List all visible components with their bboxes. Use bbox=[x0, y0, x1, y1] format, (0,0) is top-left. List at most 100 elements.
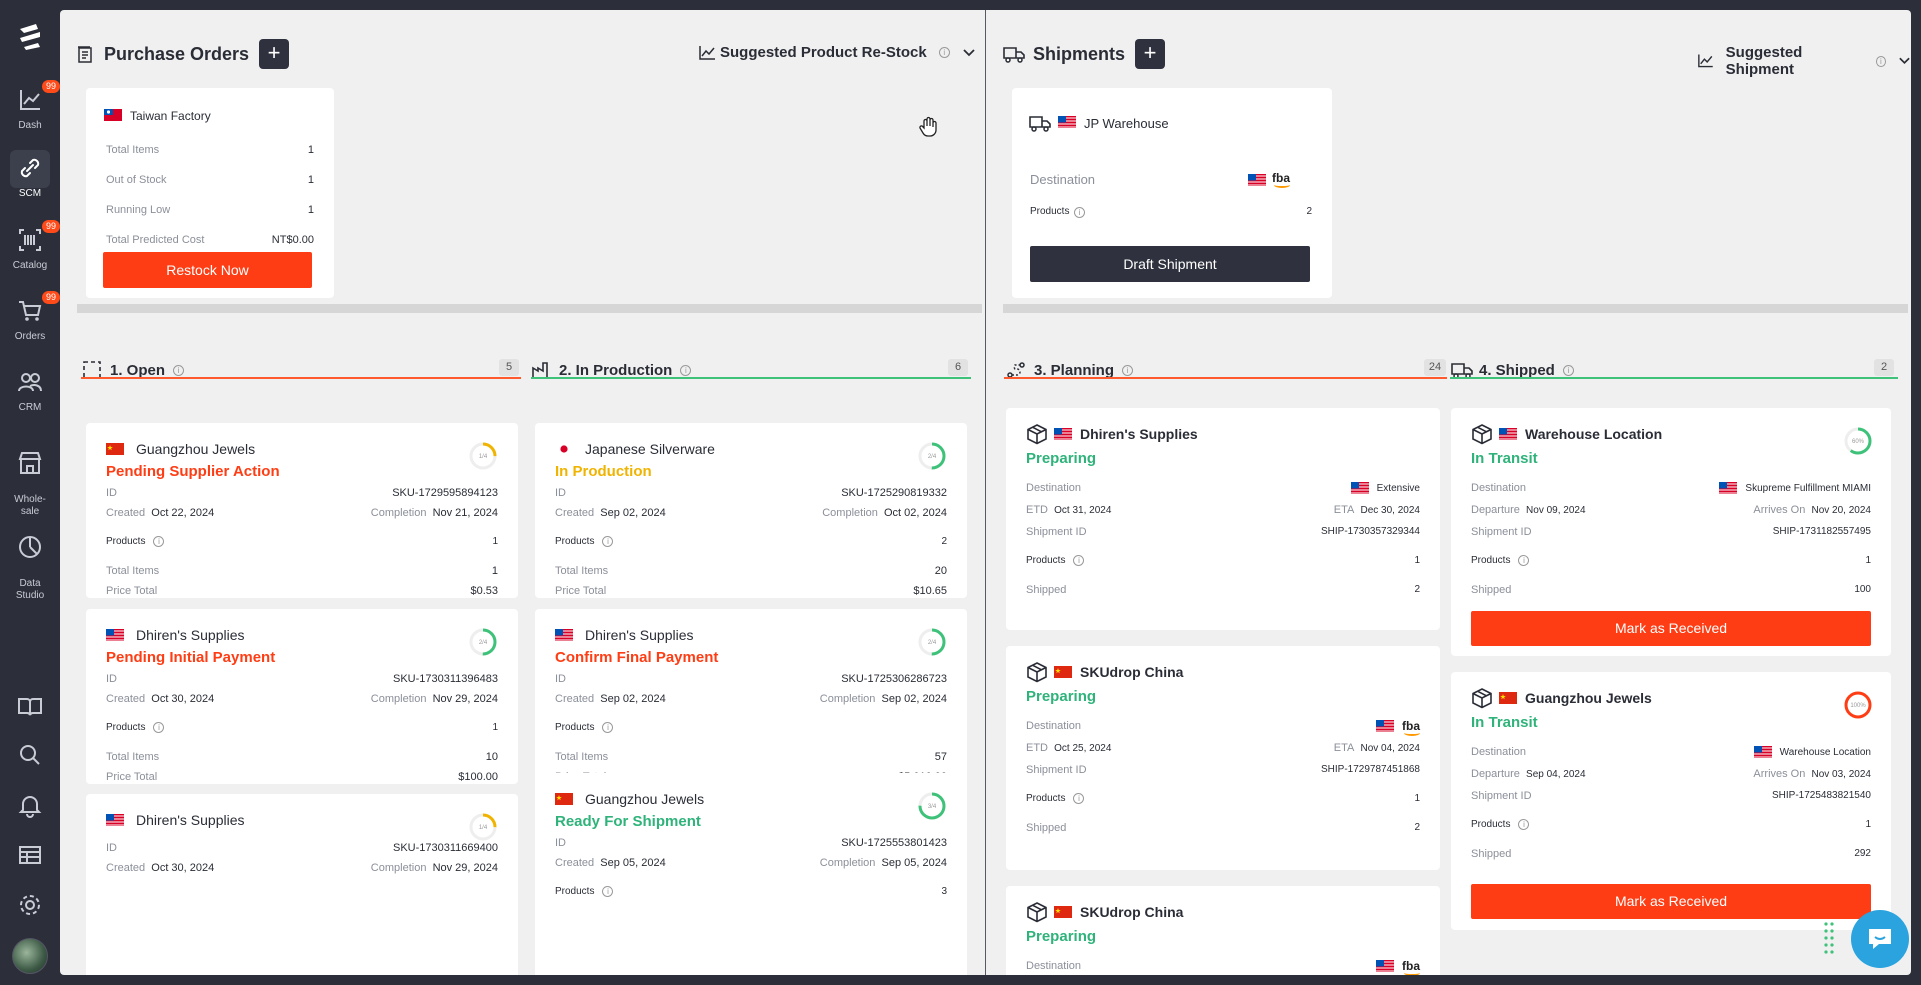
completion-date: Sep 02, 2024 bbox=[881, 693, 947, 705]
column-title: 3. Planning bbox=[1034, 361, 1115, 379]
shipment-card[interactable]: Guangzhou Jewels In Transit 100% Destinatio… bbox=[1451, 672, 1891, 930]
column-header-shipped: 4. Shipped i bbox=[1451, 352, 1574, 388]
add-shipment-button[interactable]: + bbox=[1135, 39, 1166, 69]
sidebar-item-data-studio[interactable]: Data Studio bbox=[0, 518, 60, 613]
destination-label: Destination bbox=[1026, 960, 1082, 972]
suggested-shipment-label: Suggested Shipment bbox=[1725, 44, 1803, 78]
products-row: Products i 1 bbox=[1006, 555, 1440, 566]
id-row: ID SKU-1725306286723 bbox=[535, 673, 967, 685]
svg-text:2/4: 2/4 bbox=[479, 640, 488, 646]
restock-now-button[interactable]: Restock Now bbox=[103, 252, 312, 288]
line-chart-icon bbox=[699, 45, 715, 60]
destination-label: Destination bbox=[1026, 720, 1082, 732]
info-icon[interactable]: i bbox=[602, 536, 614, 547]
info-icon[interactable]: i bbox=[153, 722, 165, 733]
order-status: Pending Supplier Action bbox=[106, 463, 280, 480]
info-icon[interactable]: i bbox=[938, 47, 950, 58]
row-label: Running Low bbox=[106, 204, 171, 216]
dates-row: Created Sep 05, 2024 Completion Sep 05, 2… bbox=[535, 857, 967, 869]
purchase-order-card[interactable]: Dhiren's Supplies 1/4 ID SKU-1730311669400 C… bbox=[86, 794, 518, 975]
price-total: $100.00 bbox=[458, 771, 498, 783]
info-icon[interactable]: i bbox=[1073, 793, 1085, 804]
order-status: Ready For Shipment bbox=[555, 813, 701, 830]
table-icon[interactable] bbox=[16, 841, 44, 869]
created-date: Sep 02, 2024 bbox=[600, 693, 666, 705]
app-logo[interactable] bbox=[14, 20, 46, 52]
shipment-id-row: Shipment ID SHIP-1729787451868 bbox=[1006, 764, 1440, 776]
book-icon[interactable] bbox=[16, 692, 44, 720]
chat-button[interactable] bbox=[1851, 910, 1909, 968]
sidebar-item-orders[interactable]: 99 Orders bbox=[0, 291, 61, 343]
hand-cursor-icon bbox=[919, 116, 937, 137]
search-icon[interactable] bbox=[16, 741, 44, 769]
info-icon[interactable]: i bbox=[1562, 364, 1574, 376]
column-header-open: 1. Open i bbox=[82, 352, 185, 388]
products-count: 1 bbox=[492, 536, 498, 547]
purchase-order-card[interactable]: Japanese Silverware 2/4 In Production ID SKU… bbox=[535, 423, 967, 598]
order-id: SKU-1725553801423 bbox=[841, 837, 947, 849]
shipment-card[interactable]: SKUdrop China Preparing Destination fba bbox=[1006, 886, 1440, 975]
sidebar-item-catalog[interactable]: 99 Catalog bbox=[0, 220, 61, 272]
price-total-row: Price Total $10.65 bbox=[535, 585, 967, 597]
orders-badge: 99 bbox=[42, 291, 61, 304]
fba-logo: fba bbox=[1402, 719, 1420, 736]
shipment-card[interactable]: Dhiren's Supplies Preparing Destination Ext… bbox=[1006, 408, 1440, 630]
info-icon[interactable]: i bbox=[1875, 55, 1887, 67]
info-icon[interactable]: i bbox=[1122, 364, 1134, 376]
suggested-shipment-dropdown[interactable]: Suggested Shipment i bbox=[1697, 44, 1911, 78]
shipment-status: Preparing bbox=[1026, 688, 1097, 705]
mark-as-received-button[interactable]: Mark as Received bbox=[1471, 884, 1871, 919]
created-date: Oct 22, 2024 bbox=[151, 507, 215, 519]
shipment-card[interactable]: Warehouse Location In Transit 60% Destinati… bbox=[1451, 408, 1891, 656]
info-icon[interactable]: i bbox=[680, 364, 692, 376]
info-icon[interactable]: i bbox=[173, 364, 185, 376]
add-purchase-order-button[interactable]: + bbox=[259, 39, 290, 69]
sidebar-item-crm[interactable]: CRM bbox=[0, 364, 60, 414]
sidebar: 99 Dash SCM 99 Catalog 99 Orders CRM Who… bbox=[0, 0, 61, 985]
date1-label: Departure bbox=[1471, 504, 1520, 516]
info-icon[interactable]: i bbox=[1074, 207, 1085, 218]
bell-icon[interactable] bbox=[16, 791, 44, 819]
shipment-id-row: Shipment ID SHIP-1730357329344 bbox=[1006, 526, 1440, 538]
purchase-order-card[interactable]: Guangzhou Jewels 1/4 Pending Supplier Acti… bbox=[86, 423, 518, 598]
avatar[interactable] bbox=[12, 938, 48, 974]
purchase-order-card[interactable]: Guangzhou Jewels 3/4 Ready For Shipment ID S… bbox=[535, 773, 967, 975]
dates-row: Created Oct 30, 2024 Completion Nov 29, 2… bbox=[86, 862, 518, 874]
order-id: SKU-1729595894123 bbox=[392, 487, 498, 499]
date2-label: Arrives On bbox=[1753, 504, 1806, 516]
gear-icon[interactable] bbox=[16, 891, 44, 919]
column-count: 24 bbox=[1424, 359, 1446, 376]
info-icon[interactable]: i bbox=[1518, 819, 1530, 830]
info-icon[interactable]: i bbox=[602, 886, 614, 897]
total-items-label: Total Items bbox=[106, 751, 160, 763]
shipment-card[interactable]: SKUdrop China Preparing Destination fba ETD … bbox=[1006, 646, 1440, 870]
id-label: ID bbox=[106, 487, 117, 499]
sidebar-item-scm[interactable]: SCM bbox=[0, 150, 60, 200]
sidebar-item-dash[interactable]: 99 Dash bbox=[0, 80, 61, 132]
drag-handle-icon[interactable] bbox=[1823, 920, 1835, 956]
date1: Nov 09, 2024 bbox=[1526, 505, 1586, 516]
info-icon[interactable]: i bbox=[153, 536, 165, 547]
svg-text:100%: 100% bbox=[1850, 703, 1866, 709]
package-icon bbox=[1472, 688, 1492, 709]
dates-row: Created Sep 02, 2024 Completion Sep 02, 2… bbox=[535, 693, 967, 705]
svg-text:3/4: 3/4 bbox=[928, 804, 937, 810]
info-icon[interactable]: i bbox=[1073, 555, 1085, 566]
mark-as-received-button[interactable]: Mark as Received bbox=[1471, 611, 1871, 646]
id-row: ID SKU-1725553801423 bbox=[535, 837, 967, 849]
draft-shipment-button[interactable]: Draft Shipment bbox=[1030, 246, 1310, 282]
purchase-order-card[interactable]: Dhiren's Supplies 2/4 Confirm Final Paymen… bbox=[535, 609, 967, 784]
info-icon[interactable]: i bbox=[1518, 555, 1530, 566]
destination-label: Destination bbox=[1471, 746, 1527, 758]
horizontal-scrollbar[interactable] bbox=[77, 304, 982, 313]
purchase-order-card[interactable]: Dhiren's Supplies 2/4 Pending Initial Paym… bbox=[86, 609, 518, 784]
created-label: Created bbox=[106, 862, 146, 874]
supplier-name: Dhiren's Supplies bbox=[136, 812, 245, 828]
sidebar-item-wholesale[interactable]: Whole- sale bbox=[0, 434, 60, 529]
shipment-id: SHIP-1731182557495 bbox=[1772, 526, 1871, 537]
shipped-row: Shipped 100 bbox=[1451, 584, 1891, 596]
package-icon bbox=[1027, 424, 1047, 445]
suggested-restock-dropdown[interactable]: Suggested Product Re-Stock i bbox=[698, 44, 976, 61]
horizontal-scrollbar[interactable] bbox=[1003, 304, 1908, 313]
info-icon[interactable]: i bbox=[602, 722, 614, 733]
